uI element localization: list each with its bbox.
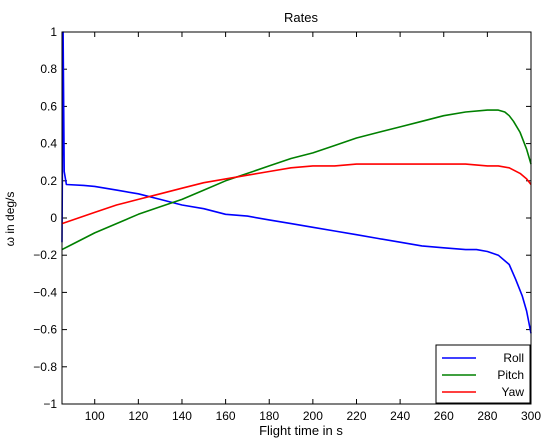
y-tick-label: −0.6 (33, 323, 57, 337)
y-tick-label: −0.2 (33, 248, 57, 262)
x-tick-label: 280 (477, 409, 497, 423)
x-tick-label: 240 (390, 409, 410, 423)
x-tick-label: 100 (85, 409, 105, 423)
legend-label-yaw: Yaw (502, 385, 525, 399)
x-tick-label: 180 (259, 409, 279, 423)
x-tick-label: 120 (128, 409, 148, 423)
x-tick-label: 260 (434, 409, 454, 423)
y-tick-label: −1 (43, 397, 57, 411)
axes-frame (61, 31, 532, 405)
x-tick-label: 220 (346, 409, 366, 423)
y-tick-label: 1 (50, 25, 57, 39)
y-tick-label: 0.6 (40, 99, 57, 113)
x-axis-label: Flight time in s (259, 423, 343, 438)
y-tick-label: −0.8 (33, 360, 57, 374)
y-axis-label: ω in deg/s (3, 192, 17, 247)
series-line-pitch (61, 109, 532, 251)
y-tick-label: 0.2 (40, 174, 57, 188)
chart-title: Rates (284, 10, 318, 25)
y-tick-label: −0.4 (33, 285, 57, 299)
x-tick-label: 160 (216, 409, 236, 423)
series-lines (61, 31, 532, 334)
y-tick-label: 0.4 (40, 137, 57, 151)
legend-box (435, 344, 531, 404)
x-tick-label: 140 (172, 409, 192, 423)
legend-label-pitch: Pitch (497, 368, 524, 382)
x-tick-label: 200 (303, 409, 323, 423)
series-line-yaw (61, 163, 532, 225)
series-line-roll (61, 31, 532, 334)
legend-label-roll: Roll (503, 351, 524, 365)
legend: Roll Pitch Yaw (435, 344, 531, 404)
axis-ticks: 100 120 140 160 180 200 220 240 260 280 300 −1 −0.8 −… (33, 25, 541, 423)
y-tick-label: 0 (50, 211, 57, 225)
y-tick-label: 0.8 (40, 62, 57, 76)
x-tick-label: 300 (521, 409, 541, 423)
